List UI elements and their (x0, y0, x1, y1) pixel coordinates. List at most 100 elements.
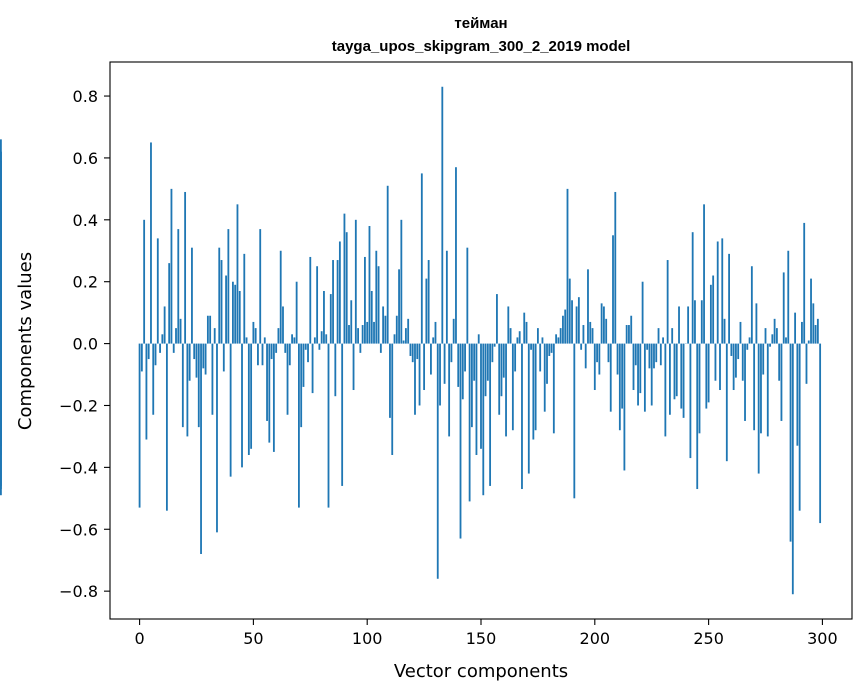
bar-220 (639, 343, 642, 394)
bar-18 (179, 318, 182, 344)
bar-7 (154, 343, 157, 366)
bar-165 (514, 343, 517, 372)
bar-153 (486, 343, 489, 381)
bar-38 (225, 275, 227, 344)
bar-128 (430, 343, 432, 375)
bar-287 (791, 343, 794, 595)
bar-2 (143, 219, 146, 344)
bar-241 (687, 306, 690, 344)
bar-10 (161, 334, 164, 344)
bar-145 (468, 343, 471, 502)
bar-181 (550, 343, 553, 353)
bar-96 (357, 328, 359, 344)
bar-295 (810, 278, 812, 344)
bar-102 (370, 290, 373, 344)
bar-48 (247, 343, 250, 455)
bar-222 (643, 343, 646, 412)
bar-236 (675, 343, 678, 397)
bar-265 (741, 343, 744, 381)
bar-26 (197, 343, 200, 428)
bar-290 (798, 343, 801, 511)
bar-undefined (0, 325, 2, 344)
bar-6 (152, 343, 155, 415)
x-tick-label: 0 (134, 629, 144, 648)
bar-99 (364, 256, 366, 344)
bar-65 (286, 343, 289, 415)
x-tick-label: 150 (466, 629, 497, 648)
bar-216 (630, 315, 633, 344)
bar-49 (250, 343, 253, 449)
bar-42 (234, 284, 237, 344)
bar-226 (653, 343, 655, 369)
bar-71 (300, 343, 303, 428)
bar-217 (632, 343, 635, 391)
bar-54 (261, 343, 264, 366)
bar-82 (325, 334, 328, 344)
bar-144 (466, 247, 469, 344)
bar-15 (172, 343, 175, 353)
bar-28 (202, 343, 205, 369)
bar-166 (516, 337, 519, 344)
bar-157 (496, 294, 498, 344)
bar-36 (220, 260, 223, 344)
bar-52 (257, 343, 259, 366)
bar-51 (254, 328, 257, 344)
bar-127 (427, 260, 430, 344)
bar-107 (382, 306, 385, 344)
bar-112 (393, 334, 396, 344)
y-tick-label: 0.2 (73, 273, 98, 292)
bar-225 (650, 343, 653, 406)
bar-235 (673, 343, 676, 400)
bar-67 (291, 334, 293, 344)
bar-75 (309, 256, 312, 344)
bar-116 (402, 340, 405, 344)
bar-16 (175, 328, 177, 344)
bar-271 (755, 303, 758, 344)
bar-261 (732, 343, 735, 391)
bar-205 (605, 318, 608, 344)
bar-167 (518, 331, 521, 344)
bar-135 (445, 250, 448, 344)
bar-258 (725, 343, 728, 462)
bar-224 (648, 343, 651, 369)
y-tick-label: 0.6 (73, 149, 98, 168)
bar-91 (345, 232, 348, 344)
bar-62 (279, 250, 282, 344)
bar-92 (348, 325, 350, 344)
bar-178 (543, 343, 546, 412)
bar-131 (436, 343, 439, 579)
bar-204 (603, 306, 605, 344)
bar-263 (737, 343, 740, 360)
bar-59 (272, 343, 275, 452)
bar-168 (521, 343, 523, 490)
bar-53 (259, 229, 262, 344)
bar-73 (304, 343, 307, 350)
bar-109 (386, 185, 389, 344)
bar-63 (282, 306, 284, 344)
bar-186 (562, 315, 564, 344)
bar-3 (145, 343, 148, 440)
bar-68 (293, 337, 296, 344)
bar-253 (714, 343, 717, 381)
bar-84 (329, 294, 332, 344)
bar-56 (266, 343, 268, 421)
bar-143 (464, 343, 466, 372)
bar-14 (170, 188, 173, 344)
bar-159 (500, 343, 503, 397)
bar-155 (491, 343, 494, 363)
chart-title: тейман (454, 15, 507, 32)
bar-283 (782, 272, 785, 344)
bar-89 (341, 343, 344, 486)
y-tick-label: −0.6 (59, 520, 98, 539)
bar-115 (400, 219, 403, 344)
bar-292 (803, 222, 806, 344)
bar-259 (728, 253, 730, 344)
bar-101 (368, 226, 371, 344)
bar-256 (721, 238, 724, 344)
bar-268 (748, 337, 751, 344)
bar-199 (591, 328, 594, 344)
bar-8 (156, 238, 159, 344)
bar-141 (459, 343, 462, 539)
bar-299 (819, 343, 822, 524)
